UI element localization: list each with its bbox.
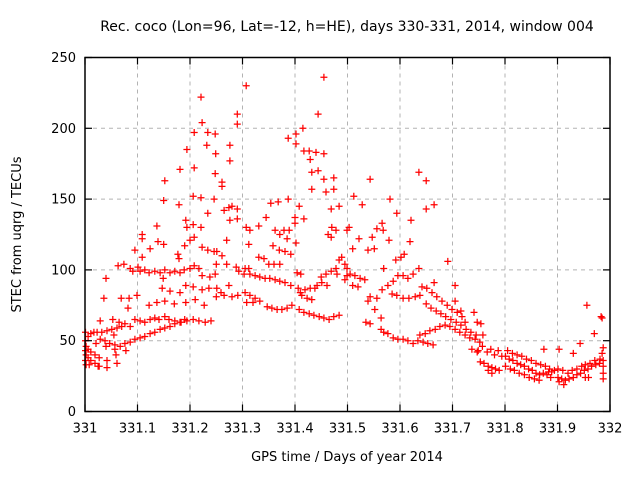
x-tick-label: 331 — [73, 422, 98, 437]
y-tick-label: 200 — [51, 122, 76, 137]
x-tick-label: 331.4 — [276, 422, 313, 437]
x-tick-label: 331.9 — [539, 422, 576, 437]
x-tick-labels: 331 331.1 331.2 331.3 331.4 331.5 331.6 331.7 33… — [73, 422, 623, 437]
x-axis-label: GPS time / Days of year 2014 — [251, 450, 443, 465]
chart-title: Rec. coco (Lon=96, Lat=-12, h=HE), days … — [100, 19, 594, 35]
x-tick-label: 331.8 — [486, 422, 523, 437]
y-tick-label: 100 — [51, 263, 76, 278]
x-tick-label: 332 — [598, 422, 623, 437]
y-tick-labels: 0 50 100 150 200 250 — [51, 51, 76, 420]
x-tick-label: 331.1 — [119, 422, 156, 437]
axis-ticks — [84, 56, 611, 413]
x-tick-label: 331.2 — [171, 422, 208, 437]
x-tick-label: 331.3 — [224, 422, 261, 437]
y-tick-label: 50 — [59, 334, 76, 349]
y-tick-label: 150 — [51, 193, 76, 208]
y-tick-label: 250 — [51, 51, 76, 66]
x-tick-label: 331.5 — [329, 422, 366, 437]
y-axis-label: STEC from uqrg / TECUs — [10, 156, 25, 312]
x-tick-label: 331.6 — [381, 422, 418, 437]
gridlines — [85, 57, 610, 412]
x-tick-label: 331.7 — [434, 422, 471, 437]
y-tick-label: 0 — [68, 405, 76, 420]
